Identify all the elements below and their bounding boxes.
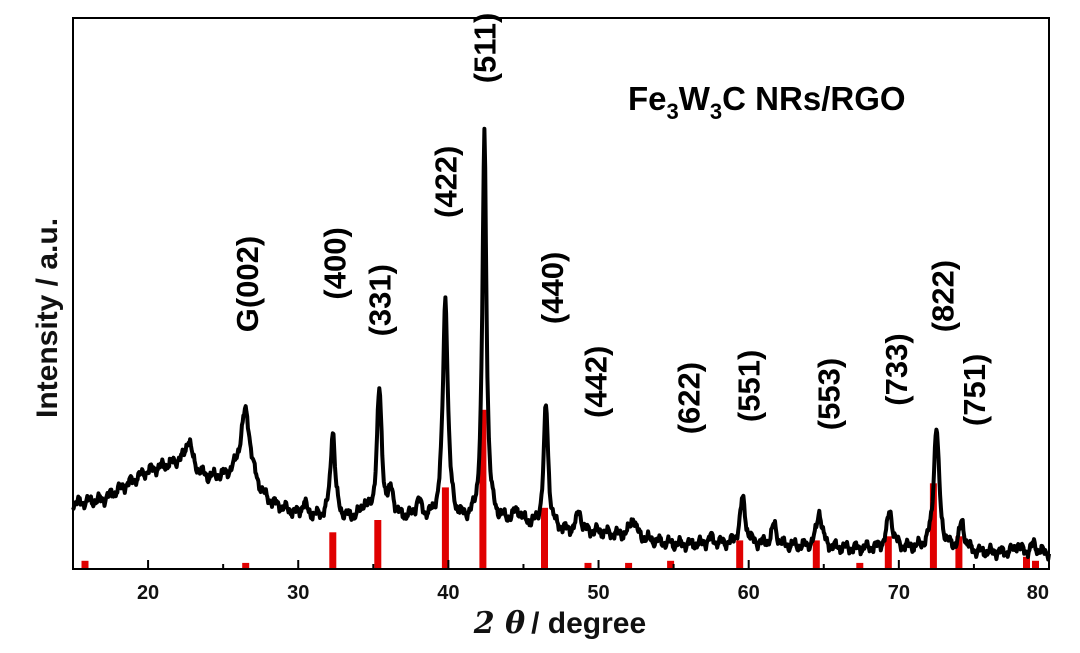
peak-label: (440) [535,252,570,324]
reference-stick [736,540,744,569]
x-axis-unit: / degree [531,607,646,640]
reference-stick [441,487,449,569]
peak-label: (551) [732,350,767,422]
reference-stick [242,562,250,569]
reference-stick [856,562,864,569]
x-axis-ticks: 20 30 40 50 60 70 80 [72,560,1050,604]
peak-label: (553) [811,358,846,430]
title-subscript: 3 [710,99,722,124]
peak-label: (442) [579,346,614,418]
reference-stick [1032,560,1039,569]
title-part: C NRs/RGO [722,80,905,117]
reference-stick [929,483,937,569]
peak-labels: G(002) (400) (331) (422) (511) (440) (442) (622… [230,13,992,435]
y-axis-title: Intensity / a.u. [31,218,64,418]
x-tick-label: 70 [888,582,910,604]
x-axis-symbol: 2 θ [473,606,525,641]
x-tick-label: 20 [137,582,159,604]
reference-stick [955,536,963,569]
xrd-pattern-line [71,126,1051,562]
x-tick-label: 80 [1027,582,1049,604]
x-tick-label: 50 [587,582,609,604]
reference-stick [81,560,89,569]
peak-label: (622) [672,362,707,434]
reference-stick [667,560,675,569]
reference-stick [329,532,337,569]
title-part: Fe [628,80,667,117]
peak-label: (822) [925,260,960,332]
reference-stick [884,536,892,569]
peak-label: (422) [428,146,463,218]
chart-title: Fe3W3C NRs/RGO [628,80,906,124]
peak-label: (511) [467,13,502,84]
reference-stick [584,562,592,569]
reference-stick [541,507,548,569]
reference-stick [625,562,633,569]
reference-stick [812,540,820,569]
reference-stick [1023,556,1030,569]
x-tick-label: 30 [287,582,309,604]
title-part: W [679,80,711,117]
peak-label: (733) [879,333,914,405]
x-tick-label: 60 [738,582,760,604]
reference-stick [479,409,487,569]
plot-frame [72,17,1050,570]
x-axis-title: 2 θ / degree [473,606,646,641]
peak-label: (400) [317,227,352,299]
peak-label: G(002) [230,236,265,332]
reference-pattern [81,409,1039,569]
peak-label: (331) [362,264,397,336]
x-tick-label: 40 [437,582,459,604]
title-subscript: 3 [667,99,679,124]
reference-stick [374,520,382,569]
peak-label: (751) [957,354,992,426]
